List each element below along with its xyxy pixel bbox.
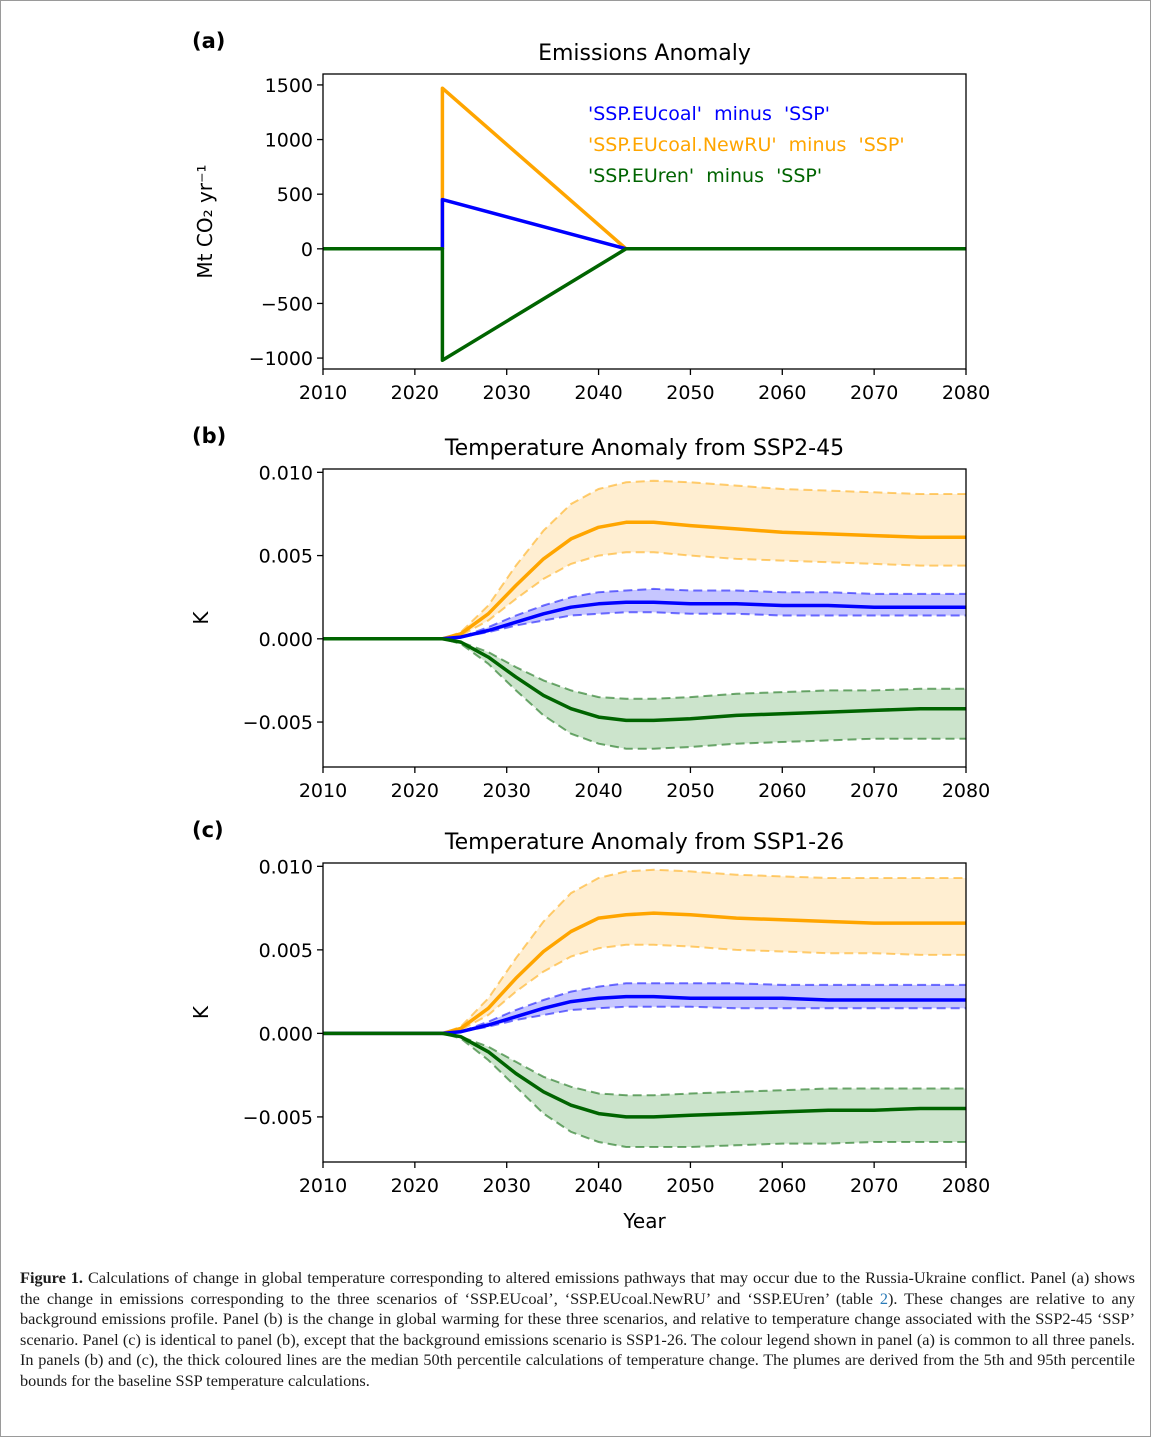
legend-entry-eucoal: 'SSP.EUcoal' minus 'SSP' [588,103,830,125]
x-tick-label: 2040 [574,382,622,404]
x-tick-label: 2070 [850,1175,898,1197]
y-axis-label: Mt CO₂ yr⁻¹ [193,164,217,278]
x-axis-label: Year [622,1209,666,1233]
x-tick-label: 2040 [574,780,622,802]
chart-panel-1: 2010 2020 2030 2040 2050 2060 2070 2080 −0.005 0.… [189,424,990,802]
plot-frame [322,862,967,1163]
y-tick-label: 0.005 [259,940,313,962]
y-tick-label: −1000 [249,348,313,370]
x-tick-label: 2020 [391,780,439,802]
series-line-newru [323,911,966,1036]
y-tick-label: 0 [301,239,313,261]
x-tick-label: 2030 [483,1175,531,1197]
figure-caption: Figure 1. Calculations of change in glob… [20,1268,1135,1391]
bound-low-eucoal [323,1005,966,1035]
band-newru [323,869,966,1034]
x-tick-label: 2070 [850,780,898,802]
x-tick-label: 2020 [391,382,439,404]
legend-entry-newru: 'SSP.EUcoal.NewRU' minus 'SSP' [588,134,905,156]
table-reference-link[interactable]: 2 [879,1288,889,1308]
y-axis-label: K [189,611,213,625]
panel-label: (a) [192,29,225,53]
y-tick-label: 0.005 [259,546,313,568]
y-tick-label: 1500 [265,75,313,97]
plot-frame [322,73,967,370]
bound-high-euren [323,1032,966,1097]
x-tick-label: 2030 [483,780,531,802]
y-tick-label: 0.000 [259,629,313,651]
band-eucoal [323,983,966,1034]
y-tick-label: −0.005 [243,712,313,734]
plot-frame [322,468,967,768]
caption-label: Figure 1. [20,1268,84,1287]
x-tick-label: 2020 [391,1175,439,1197]
bound-low-euren [323,1032,966,1148]
x-tick-label: 2080 [942,382,990,404]
y-tick-label: 0.010 [259,462,313,484]
bound-low-euren [323,637,966,750]
series-line-eucoal [323,600,966,641]
legend-entry-euren: 'SSP.EUren' minus 'SSP' [588,165,822,187]
x-tick-label: 2060 [758,780,806,802]
y-axis-label: K [189,1005,213,1019]
bound-high-newru [323,479,966,640]
band-euren [323,638,966,749]
series-line-euren [323,1031,966,1119]
band-euren [323,1033,966,1147]
x-tick-label: 2060 [758,382,806,404]
panel-label: (c) [192,818,224,842]
y-tick-label: 500 [277,184,313,206]
y-tick-label: 0.000 [259,1023,313,1045]
figure-chart: 2010 2020 2030 2040 2050 2060 2070 2080 −1000 −50… [189,29,990,1233]
panel-title: Temperature Anomaly from SSP1-26 [444,830,844,855]
chart-panel-0: 2010 2020 2030 2040 2050 2060 2070 2080 −1000 −50… [192,29,990,404]
y-tick-label: 1000 [265,130,313,152]
bound-high-newru [323,868,966,1035]
x-tick-label: 2010 [299,1175,347,1197]
bound-high-eucoal [323,982,966,1035]
x-tick-label: 2010 [299,382,347,404]
x-tick-label: 2040 [574,1175,622,1197]
bound-low-eucoal [323,611,966,640]
series-line-euren [323,637,966,723]
band-newru [323,480,966,639]
y-tick-label: 0.010 [259,856,313,878]
x-tick-label: 2080 [942,780,990,802]
panel-title: Emissions Anomaly [538,41,751,66]
series-line-newru [323,520,966,641]
panel-label: (b) [192,424,226,448]
series-line-eucoal [323,994,966,1036]
bound-high-eucoal [323,587,966,640]
series-line-eucoal [323,197,966,251]
x-tick-label: 2030 [483,382,531,404]
series-line-euren [323,247,966,363]
caption-text-2: ). These changes are relative to any bac… [20,1288,1135,1390]
x-tick-label: 2010 [299,780,347,802]
bound-high-euren [323,637,966,700]
band-eucoal [323,588,966,639]
x-tick-label: 2050 [666,1175,714,1197]
bound-low-newru [323,551,966,640]
x-tick-label: 2060 [758,1175,806,1197]
caption-text-1: Calculations of change in global tempera… [20,1268,1135,1308]
x-tick-label: 2080 [942,1175,990,1197]
y-tick-label: −0.005 [243,1107,313,1129]
x-tick-label: 2070 [850,382,898,404]
bound-low-newru [323,943,966,1035]
chart-panel-2: 2010 2020 2030 2040 2050 2060 2070 2080 −0.005 0.… [189,818,990,1233]
x-tick-label: 2050 [666,780,714,802]
x-tick-label: 2050 [666,382,714,404]
panel-title: Temperature Anomaly from SSP2-45 [444,436,844,461]
y-tick-label: −500 [261,293,313,315]
